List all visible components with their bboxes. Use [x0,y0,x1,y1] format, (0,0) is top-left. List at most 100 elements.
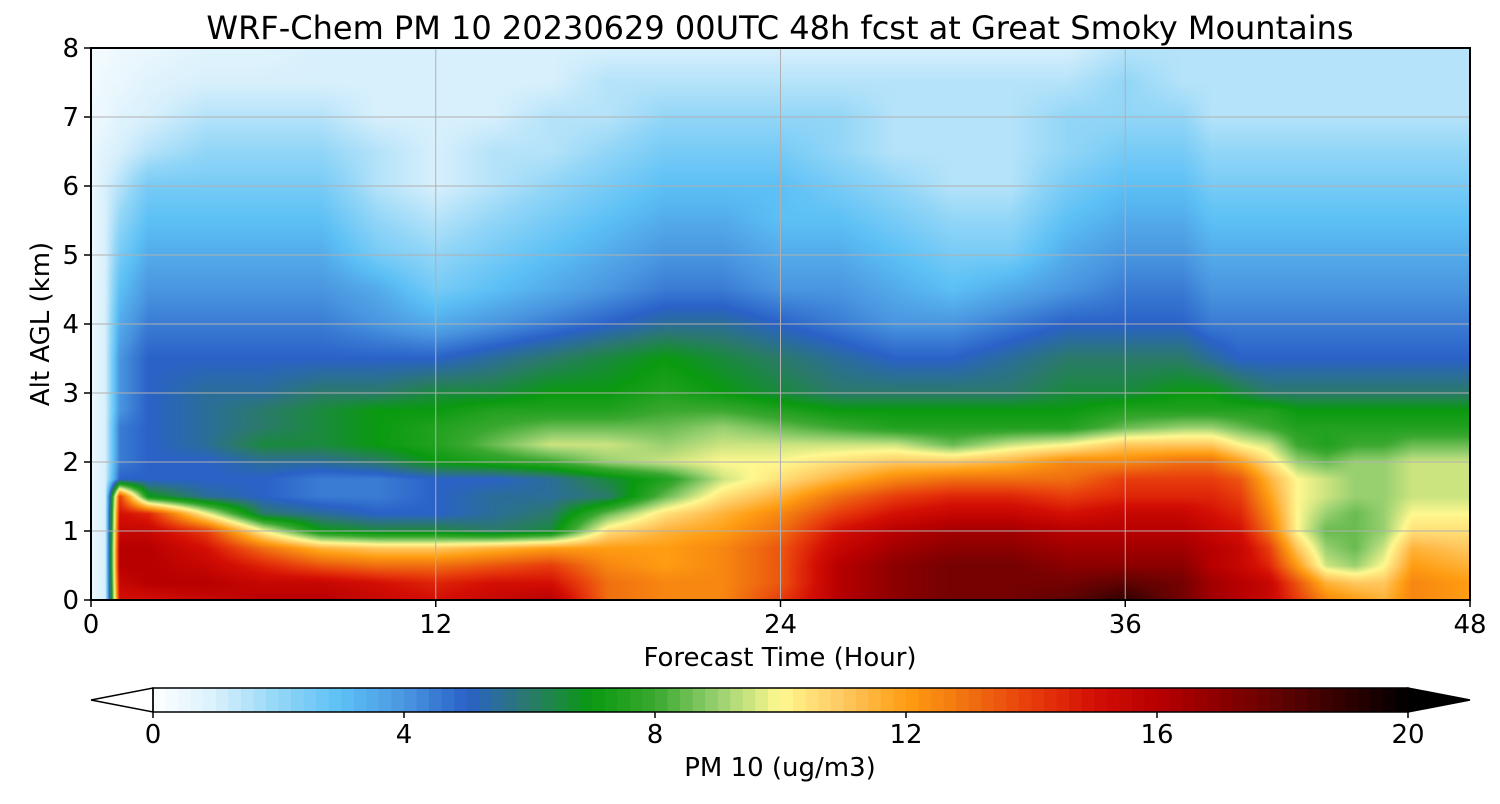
colorbar-segment [1031,688,1045,712]
colorbar-segment [378,688,393,712]
colorbar-tick-label: 0 [145,720,162,750]
y-tick-label: 6 [62,172,79,202]
colorbar-segment [491,688,505,712]
colorbar-segment [680,688,694,712]
colorbar-segment [1332,688,1346,712]
colorbar-extend-min [90,687,154,713]
colorbar-segment [1219,688,1233,712]
colorbar-segment [303,688,317,712]
colorbar-segment [880,688,895,712]
colorbar-segment [178,688,192,712]
x-tick-label: 48 [1453,610,1486,640]
colorbar-segment [793,688,807,712]
colorbar-segment [1018,688,1033,712]
colorbar: 0 4 8 12 16 20 [90,687,1471,750]
colorbar-segment [629,688,644,712]
colorbar-segment [692,688,706,712]
colorbar-segment [1194,688,1208,712]
colorbar-segment [1081,688,1095,712]
colorbar-segment [190,688,204,712]
colorbar-segment [805,688,819,712]
colorbar-segment [981,688,995,712]
colorbar-segment [855,688,869,712]
x-tick-label: 0 [83,610,100,640]
colorbar-segment [717,688,731,712]
colorbar-segment [529,688,543,712]
y-tick-label: 3 [62,379,79,409]
colorbar-segment [253,688,267,712]
colorbar-segment [742,688,756,712]
colorbar-segment [554,688,568,712]
colorbar-segment [391,688,405,712]
colorbar-segment [1244,688,1258,712]
y-axis-label: Alt AGL (km) [26,242,56,406]
colorbar-segment [454,688,468,712]
colorbar-segment [780,688,794,712]
colorbar-tick-label: 8 [647,720,664,750]
x-axis-label: Forecast Time (Hour) [643,643,916,673]
colorbar-segment [404,688,418,712]
colorbar-segment [767,688,782,712]
colorbar-segment [1320,688,1334,712]
y-tick-label: 7 [62,103,79,133]
colorbar-segment [466,688,480,712]
colorbar-segment [516,688,531,712]
colorbar-segment [1345,688,1359,712]
y-tick-label: 1 [62,517,79,547]
colorbar-segment [1169,688,1183,712]
colorbar-segment [240,688,254,712]
colorbar-label: PM 10 (ug/m3) [684,753,876,783]
colorbar-segment [353,688,367,712]
x-tick-label: 24 [764,610,797,640]
colorbar-segment [341,688,355,712]
colorbar-segment [592,688,606,712]
colorbar-segment [705,688,719,712]
colorbar-segment [1144,688,1158,712]
colorbar-segment [1357,688,1371,712]
colorbar-segment [1269,688,1284,712]
colorbar-segment [667,688,681,712]
colorbar-segment [291,688,305,712]
colorbar-tick-label: 20 [1391,720,1424,750]
colorbar-segment [906,688,920,712]
colorbar-segment [1006,688,1020,712]
colorbar-segment [215,688,229,712]
colorbar-segment [441,688,455,712]
colorbar-segment [1207,688,1221,712]
colorbar-segment [1370,688,1384,712]
colorbar-segment [1069,688,1083,712]
colorbar-segment [228,688,242,712]
colorbar-segment [203,688,217,712]
y-tick-label: 2 [62,448,79,478]
colorbar-segment [1295,688,1309,712]
colorbar-segment [968,688,982,712]
colorbar-segment [655,688,669,712]
colorbar-segment [1232,688,1246,712]
colorbar-segment [931,688,945,712]
colorbar-segment [567,688,581,712]
colorbar-segment [918,688,932,712]
colorbar-segment [604,688,618,712]
colorbar-tick-label: 4 [396,720,413,750]
colorbar-segment [328,688,342,712]
colorbar-segment [504,688,518,712]
colorbar-segment [830,688,844,712]
colorbar-segment [755,688,769,712]
colorbar-frame [152,687,1409,713]
colorbar-segment [1119,688,1133,712]
chart-title: WRF-Chem PM 10 20230629 00UTC 48h fcst a… [206,9,1353,47]
colorbar-segment [1307,688,1321,712]
colorbar-segment [1131,688,1146,712]
x-tick-label: 12 [419,610,452,640]
colorbar-segment [479,688,493,712]
colorbar-segment [1282,688,1296,712]
y-tick-label: 5 [62,241,79,271]
colorbar-segment [642,688,656,712]
y-tick-label: 8 [62,34,79,64]
colorbar-segment [818,688,832,712]
colorbar-segment [278,688,292,712]
colorbar-segment [1094,688,1108,712]
colorbar-segment [893,688,907,712]
